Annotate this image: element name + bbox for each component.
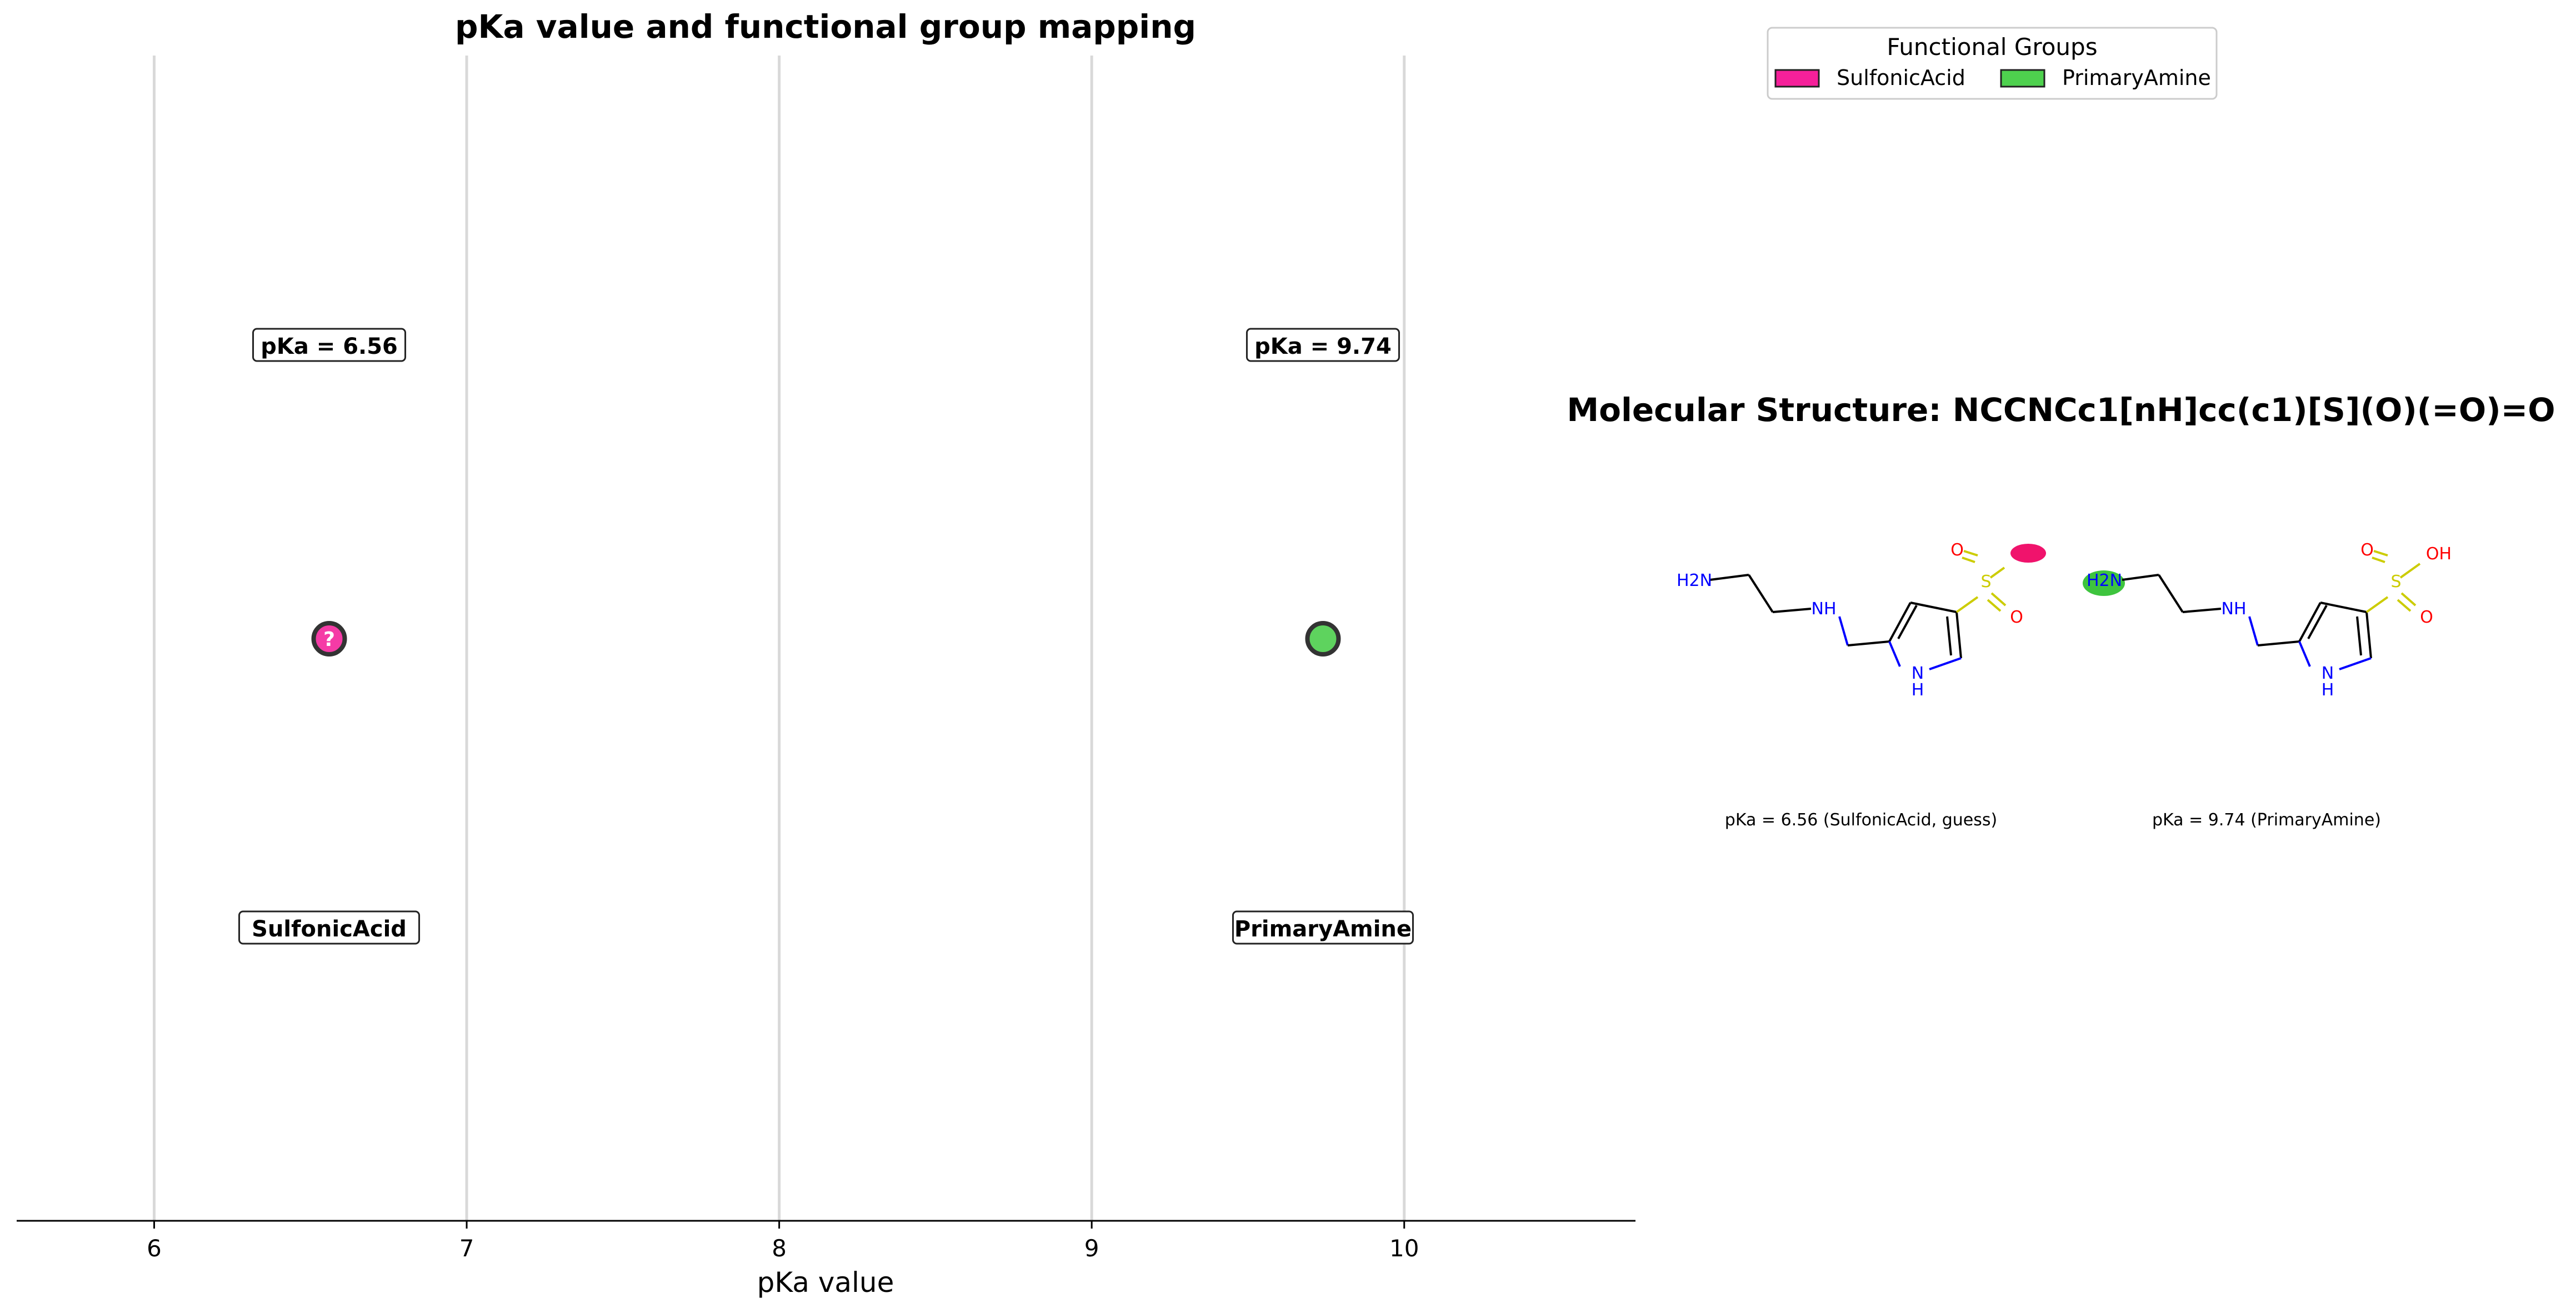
pka-value-label-text: pKa = 9.74 [1254, 334, 1392, 359]
x-axis-ticks: 6 7 8 9 10 [147, 1221, 1419, 1262]
highlight-sulfonic [2010, 544, 2046, 563]
atom-oh: OH [2426, 544, 2452, 564]
x-tick-label: 6 [147, 1235, 162, 1262]
legend-swatch-amine [2000, 69, 2045, 88]
guess-marker: ? [323, 628, 335, 651]
pka-chart: pKa value and functional group mapping 6… [17, 8, 1635, 1299]
grid-lines [153, 56, 1406, 1221]
legend-frame [1767, 27, 2218, 100]
legend-label-sulfonic: SulfonicAcid [1837, 66, 1965, 90]
atom-nh: NH [1812, 599, 1837, 619]
atom-ring-n: N [1912, 664, 1924, 683]
atom-s: S [2390, 572, 2401, 592]
caption-sulfonic: pKa = 6.56 (SulfonicAcid, guess) [1725, 810, 1997, 830]
atom-amine: H2N [2087, 571, 2122, 590]
group-label: SulfonicAcid [238, 910, 421, 945]
highlight-amine [2083, 570, 2125, 596]
x-tick-label: 9 [1084, 1235, 1099, 1262]
x-tick-label: 8 [772, 1235, 787, 1262]
atom-o-top: O [1950, 540, 1964, 560]
atom-ring-n: N [2322, 664, 2334, 683]
pka-value-label-box [252, 328, 407, 362]
group-label-text: SulfonicAcid [252, 916, 407, 942]
data-point-sulfonicacid [311, 621, 347, 656]
molecule-drawing-sulfonic: H2N NH N H S O O pKa = 6.56 (SulfonicAci… [1677, 540, 2046, 830]
pka-value-label-box [1246, 328, 1400, 362]
group-label: PrimaryAmine [1232, 910, 1414, 945]
atom-amine: H2N [1677, 571, 1712, 590]
atom-ring-h: H [1912, 680, 1924, 700]
group-label-box [1232, 910, 1414, 945]
group-label-text: PrimaryAmine [1234, 916, 1412, 942]
legend-label-amine: PrimaryAmine [2062, 66, 2211, 90]
legend-swatch-sulfonic [1774, 69, 1820, 88]
atom-s: S [1980, 572, 1991, 592]
molecule-title: Molecular Structure: NCCNCc1[nH]cc(c1)[S… [1567, 391, 2555, 429]
x-axis-label: pKa value [757, 1266, 894, 1299]
chart-title: pKa value and functional group mapping [455, 8, 1196, 46]
atom-ring-h: H [2322, 680, 2334, 700]
molecule-drawing-amine: H2N NH N H S O O OH pKa = 9.74 (PrimaryA… [2083, 540, 2452, 830]
data-point-primaryamine [1305, 621, 1341, 656]
group-label-box [238, 910, 421, 945]
atom-nh: NH [2222, 599, 2247, 619]
pka-value-label: pKa = 9.74 [1246, 328, 1400, 362]
molecule-panel: Molecular Structure: NCCNCc1[nH]cc(c1)[S… [1567, 391, 2555, 830]
atom-o-bottom: O [2010, 608, 2023, 627]
atom-o-bottom: O [2420, 608, 2433, 627]
legend-title: Functional Groups [1887, 33, 2097, 61]
legend: Functional Groups SulfonicAcid PrimaryAm… [1767, 27, 2218, 100]
caption-amine: pKa = 9.74 (PrimaryAmine) [2152, 810, 2381, 830]
atom-o-top: O [2360, 540, 2374, 560]
pka-value-label-text: pKa = 6.56 [261, 334, 398, 359]
x-tick-label: 7 [459, 1235, 474, 1262]
pka-value-label: pKa = 6.56 [252, 328, 407, 362]
x-tick-label: 10 [1389, 1235, 1419, 1262]
data-points: pKa = 6.56? SulfonicAcid pKa = 9.74 Primary… [238, 328, 1414, 945]
bonds [2122, 550, 2421, 670]
bonds [1709, 550, 2007, 670]
